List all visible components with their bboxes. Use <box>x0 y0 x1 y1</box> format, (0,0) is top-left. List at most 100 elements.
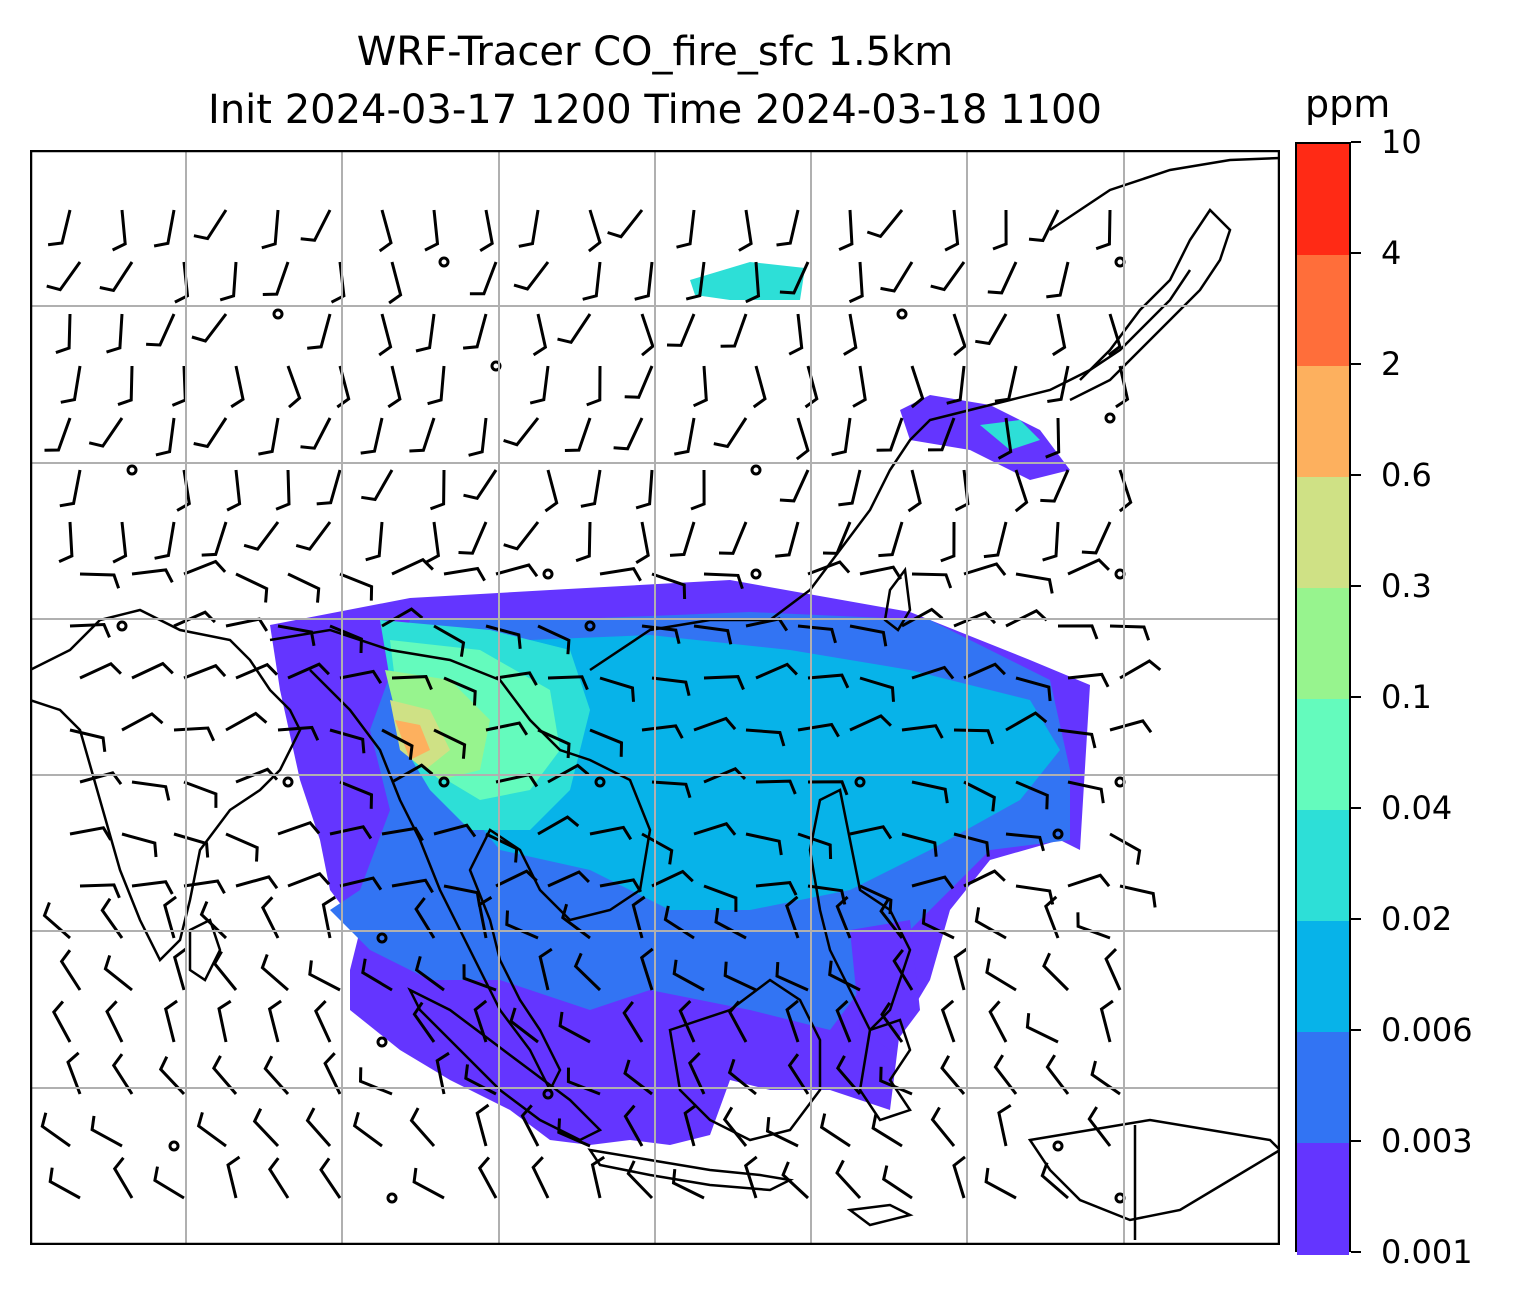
map-frame <box>30 150 1280 1245</box>
wind-barb <box>892 948 914 991</box>
wind-barb <box>1076 912 1111 940</box>
wind-barb <box>1005 608 1048 628</box>
wind-barb <box>321 895 337 939</box>
wind-barb <box>607 209 644 239</box>
wind-barb <box>1109 832 1142 865</box>
wind-barb <box>391 763 434 784</box>
wind-barb <box>544 469 559 513</box>
wind-barb <box>275 469 291 511</box>
wind-barb <box>807 780 849 796</box>
wind-barb <box>1015 676 1052 702</box>
wind-barb <box>361 469 394 502</box>
calm-wind-circle <box>376 932 388 944</box>
wind-barb <box>388 261 403 305</box>
wind-barb <box>42 901 71 940</box>
wind-barb <box>495 869 538 888</box>
wind-barb <box>564 417 592 452</box>
wind-barb <box>112 521 128 564</box>
calm-wind-circle <box>1052 828 1064 840</box>
tracer-region-2 <box>395 720 430 760</box>
wind-barb <box>424 209 440 252</box>
calm-wind-circle <box>376 1036 388 1048</box>
wind-barb <box>1067 558 1110 576</box>
calm-wind-circle <box>1052 1140 1064 1152</box>
wind-barb <box>685 261 706 301</box>
wind-barb <box>131 661 174 680</box>
wind-barb <box>172 947 187 991</box>
wind-barb <box>258 417 280 456</box>
wind-barb <box>153 209 176 248</box>
wind-barb <box>131 568 174 583</box>
wind-barb <box>495 671 538 686</box>
wind-barb <box>573 952 602 992</box>
wind-barb <box>859 676 895 702</box>
colorbar-tick-label: 0.3 <box>1381 567 1432 605</box>
wind-barb <box>532 313 548 357</box>
wind-barb <box>788 313 804 356</box>
wind-barb <box>378 313 393 357</box>
wind-barb <box>566 1067 601 1096</box>
wind-barb <box>235 875 279 890</box>
wind-barb <box>69 728 107 752</box>
colorbar-tick-mark <box>1351 918 1361 920</box>
wind-barb <box>103 954 133 992</box>
wind-barb <box>713 417 748 449</box>
wind-barb <box>849 714 892 732</box>
wind-barb <box>414 897 436 939</box>
wind-barb <box>651 780 692 799</box>
wind-barb <box>994 365 1018 403</box>
wind-barb <box>112 1156 134 1199</box>
colorbar-tick-label: 0.003 <box>1381 1122 1473 1160</box>
wind-barb <box>678 1000 696 1043</box>
wind-barb <box>727 1058 757 1096</box>
wind-barb <box>927 417 956 452</box>
wind-barb <box>879 898 904 939</box>
coastline-korea-japan <box>1069 208 1232 402</box>
wind-barb <box>838 469 862 507</box>
wind-barb <box>727 1000 748 1043</box>
tracer-region-north-fire-3 <box>980 420 1040 450</box>
wind-barb <box>852 365 867 408</box>
wind-barb <box>409 1107 436 1147</box>
wind-barb <box>910 365 925 409</box>
wind-barb <box>1087 1106 1112 1147</box>
wind-barb <box>722 1106 748 1147</box>
wind-barb <box>575 521 592 563</box>
wind-barb <box>755 779 797 795</box>
wind-barb <box>58 521 74 563</box>
wind-barb <box>360 417 384 455</box>
wind-barb <box>838 209 854 251</box>
wind-barb <box>631 895 646 939</box>
wind-barb <box>267 1157 290 1199</box>
calm-wind-circle <box>1114 568 1126 580</box>
wind-barb <box>622 1000 644 1043</box>
wind-barb <box>391 878 434 894</box>
calm-wind-circle <box>1114 1192 1126 1204</box>
wind-barb <box>866 209 904 239</box>
wind-barb <box>718 521 748 555</box>
chart-title-line-2: Init 2024-03-17 1200 Time 2024-03-18 110… <box>208 87 1102 133</box>
wind-barb <box>358 1067 393 1096</box>
coastline-sri-lanka <box>188 918 222 982</box>
wind-barb <box>843 313 858 356</box>
wind-barb <box>635 469 654 510</box>
wind-barb <box>835 895 852 939</box>
wind-barb <box>692 365 708 408</box>
wind-barb <box>300 417 332 450</box>
wind-barb <box>859 884 893 915</box>
calm-wind-circle <box>438 256 450 268</box>
wind-barb <box>339 669 383 685</box>
wind-barb <box>558 1011 591 1044</box>
tracer-region-north-fire-2 <box>900 395 1070 480</box>
gridlines <box>30 150 1280 1245</box>
wind-barb <box>797 722 840 738</box>
colorbar-tick-mark <box>1351 807 1361 809</box>
wind-barb <box>131 880 174 895</box>
wind-barb <box>88 417 124 448</box>
wind-barb <box>944 209 960 252</box>
wind-barb <box>99 261 134 293</box>
wind-barb <box>531 1156 550 1199</box>
wind-barb <box>183 879 226 895</box>
wind-barb <box>1015 780 1049 810</box>
wind-barbs <box>40 209 1162 1200</box>
